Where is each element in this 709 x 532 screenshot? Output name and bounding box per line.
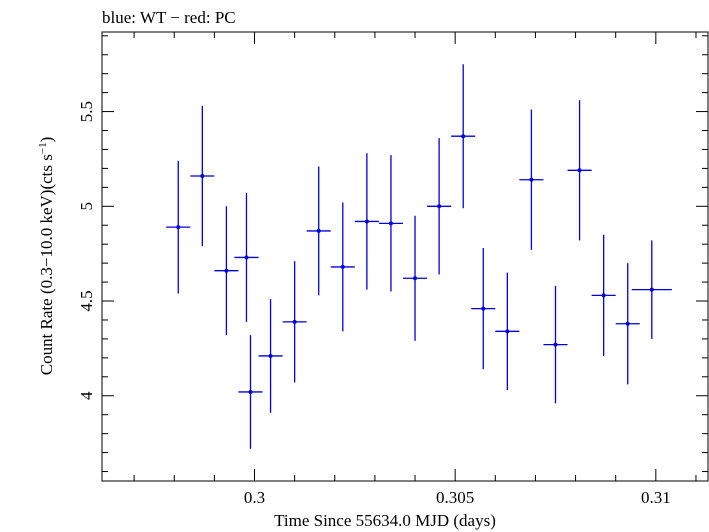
data-point	[402, 215, 428, 341]
point-marker	[316, 228, 321, 233]
data-point	[519, 109, 544, 250]
x-tick-labels: 0.3 0.305 0.31	[244, 488, 671, 507]
point-marker	[625, 321, 630, 326]
data-point	[451, 64, 476, 209]
point-marker	[340, 264, 345, 269]
point-marker	[601, 293, 606, 298]
data-point	[238, 335, 263, 449]
point-marker	[461, 134, 466, 139]
point-marker	[388, 221, 393, 226]
point-marker	[292, 319, 297, 324]
x-tick-label: 0.3	[244, 488, 265, 507]
point-marker	[649, 287, 654, 292]
data-point	[615, 263, 640, 385]
data-point	[427, 138, 452, 275]
data-point	[282, 261, 307, 383]
y-tick-label: 4	[77, 391, 96, 400]
data-point	[495, 272, 520, 391]
x-axis-label: Time Since 55634.0 MJD (days)	[274, 511, 496, 530]
data-point	[567, 100, 592, 241]
x-tick-label: 0.305	[436, 488, 474, 507]
data-point	[166, 160, 191, 294]
point-marker	[553, 342, 558, 347]
axis-ticks	[102, 32, 708, 481]
point-marker	[364, 219, 369, 224]
point-marker	[268, 353, 273, 358]
point-marker	[577, 168, 582, 173]
data-point	[214, 206, 239, 336]
data-point	[543, 285, 568, 404]
point-marker	[505, 329, 510, 334]
y-tick-label: 4.5	[77, 290, 96, 311]
x-tick-label: 0.31	[641, 488, 671, 507]
y-tick-label: 5	[77, 202, 96, 211]
y-tick-labels: 4 4.5 5 5.5	[77, 101, 96, 400]
data-point	[190, 105, 215, 247]
y-tick-label: 5.5	[77, 101, 96, 122]
point-marker	[529, 177, 534, 182]
point-marker	[437, 204, 442, 209]
point-marker	[244, 255, 249, 260]
y-axis-label-main: Count Rate (0.3−10.0 keV)(cts s	[37, 154, 56, 375]
data-point	[471, 247, 496, 370]
plot-frame	[101, 31, 709, 482]
data-point	[631, 240, 672, 339]
data-point	[258, 299, 283, 413]
point-marker	[224, 268, 229, 273]
data-point	[354, 153, 379, 290]
data-points	[166, 64, 672, 449]
point-marker	[200, 173, 205, 178]
data-point	[306, 166, 331, 296]
data-point	[591, 234, 616, 356]
data-point	[330, 202, 355, 332]
data-point	[378, 155, 403, 292]
y-axis-label: Count Rate (0.3−10.0 keV)(cts s−1)	[37, 137, 56, 376]
y-axis-label-superscript: −1	[37, 142, 49, 154]
point-marker	[481, 306, 486, 311]
point-marker	[413, 276, 418, 281]
point-marker	[176, 225, 181, 230]
point-marker	[248, 389, 253, 394]
chart-title: blue: WT − red: PC	[102, 8, 236, 27]
data-point	[234, 193, 259, 322]
y-axis-label-close: )	[37, 137, 56, 143]
